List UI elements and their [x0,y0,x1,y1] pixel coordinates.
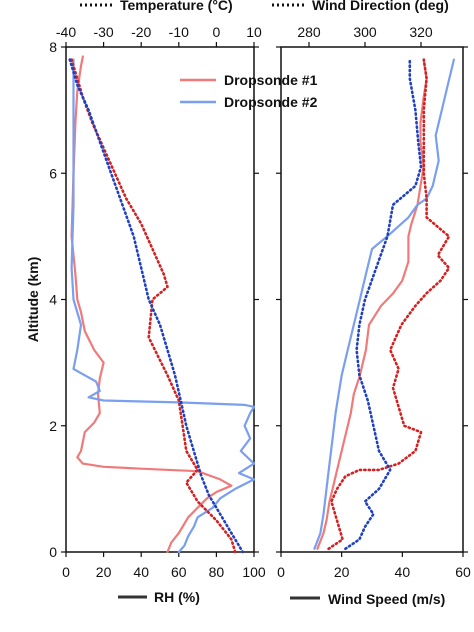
right-panel-wind: 0 20 40 60 280 300 320 Wind Speed (m/s) Wind Dir… [272,0,471,607]
right-x2-axis-label: Wind Direction (deg) [312,0,449,13]
right-x2-tick-label: 280 [297,24,321,40]
right-frame [280,46,464,553]
left-x-tick-label: 100 [242,564,266,580]
right-series-wind-direction-2 [344,58,423,551]
right-x-tick-label: 60 [455,564,471,580]
legend-label-2: Dropsonde #2 [224,94,318,110]
left-series-temperature-1 [70,58,237,554]
left-x2-tick-label: 0 [213,24,221,40]
left-x2-tick-label: -10 [169,24,189,40]
left-y-tick-label: 6 [49,165,57,181]
right-series-wind-speed-2 [313,58,455,550]
right-series-wind-speed-1 [316,58,428,550]
left-series-rh-2 [70,58,256,554]
right-x-tick-label: 20 [334,564,350,580]
legend: Dropsonde #1 Dropsonde #2 [180,72,318,110]
left-x-tick-label: 80 [209,564,225,580]
left-y-tick-label: 0 [49,544,57,560]
left-x-axis-label: RH (%) [154,589,200,605]
left-x-tick-label: 0 [62,564,70,580]
left-y-tick-label: 8 [49,39,57,55]
left-x2-tick-label: -20 [131,24,151,40]
left-x2-tick-label: 10 [246,24,262,40]
left-x2-tick-label: -30 [93,24,113,40]
right-x-tick-label: 40 [395,564,411,580]
left-y-tick-label: 2 [49,418,57,434]
left-series-temperature-2 [68,58,244,554]
right-x2-tick-label: 320 [409,24,433,40]
y-axis-label: Altitude (km) [25,257,41,343]
left-x-tick-label: 60 [171,564,187,580]
left-y-tick-label: 4 [49,292,57,308]
left-x2-tick-label: -40 [56,24,76,40]
left-x-tick-label: 40 [133,564,149,580]
legend-label-1: Dropsonde #1 [224,72,318,88]
right-x-tick-label: 0 [277,564,285,580]
left-x-tick-label: 20 [96,564,112,580]
right-series-wind-direction-1 [327,58,451,551]
left-x2-axis-label: Temperature (°C) [120,0,233,13]
right-x-axis-label: Wind Speed (m/s) [328,591,445,607]
right-x2-tick-label: 300 [353,24,377,40]
